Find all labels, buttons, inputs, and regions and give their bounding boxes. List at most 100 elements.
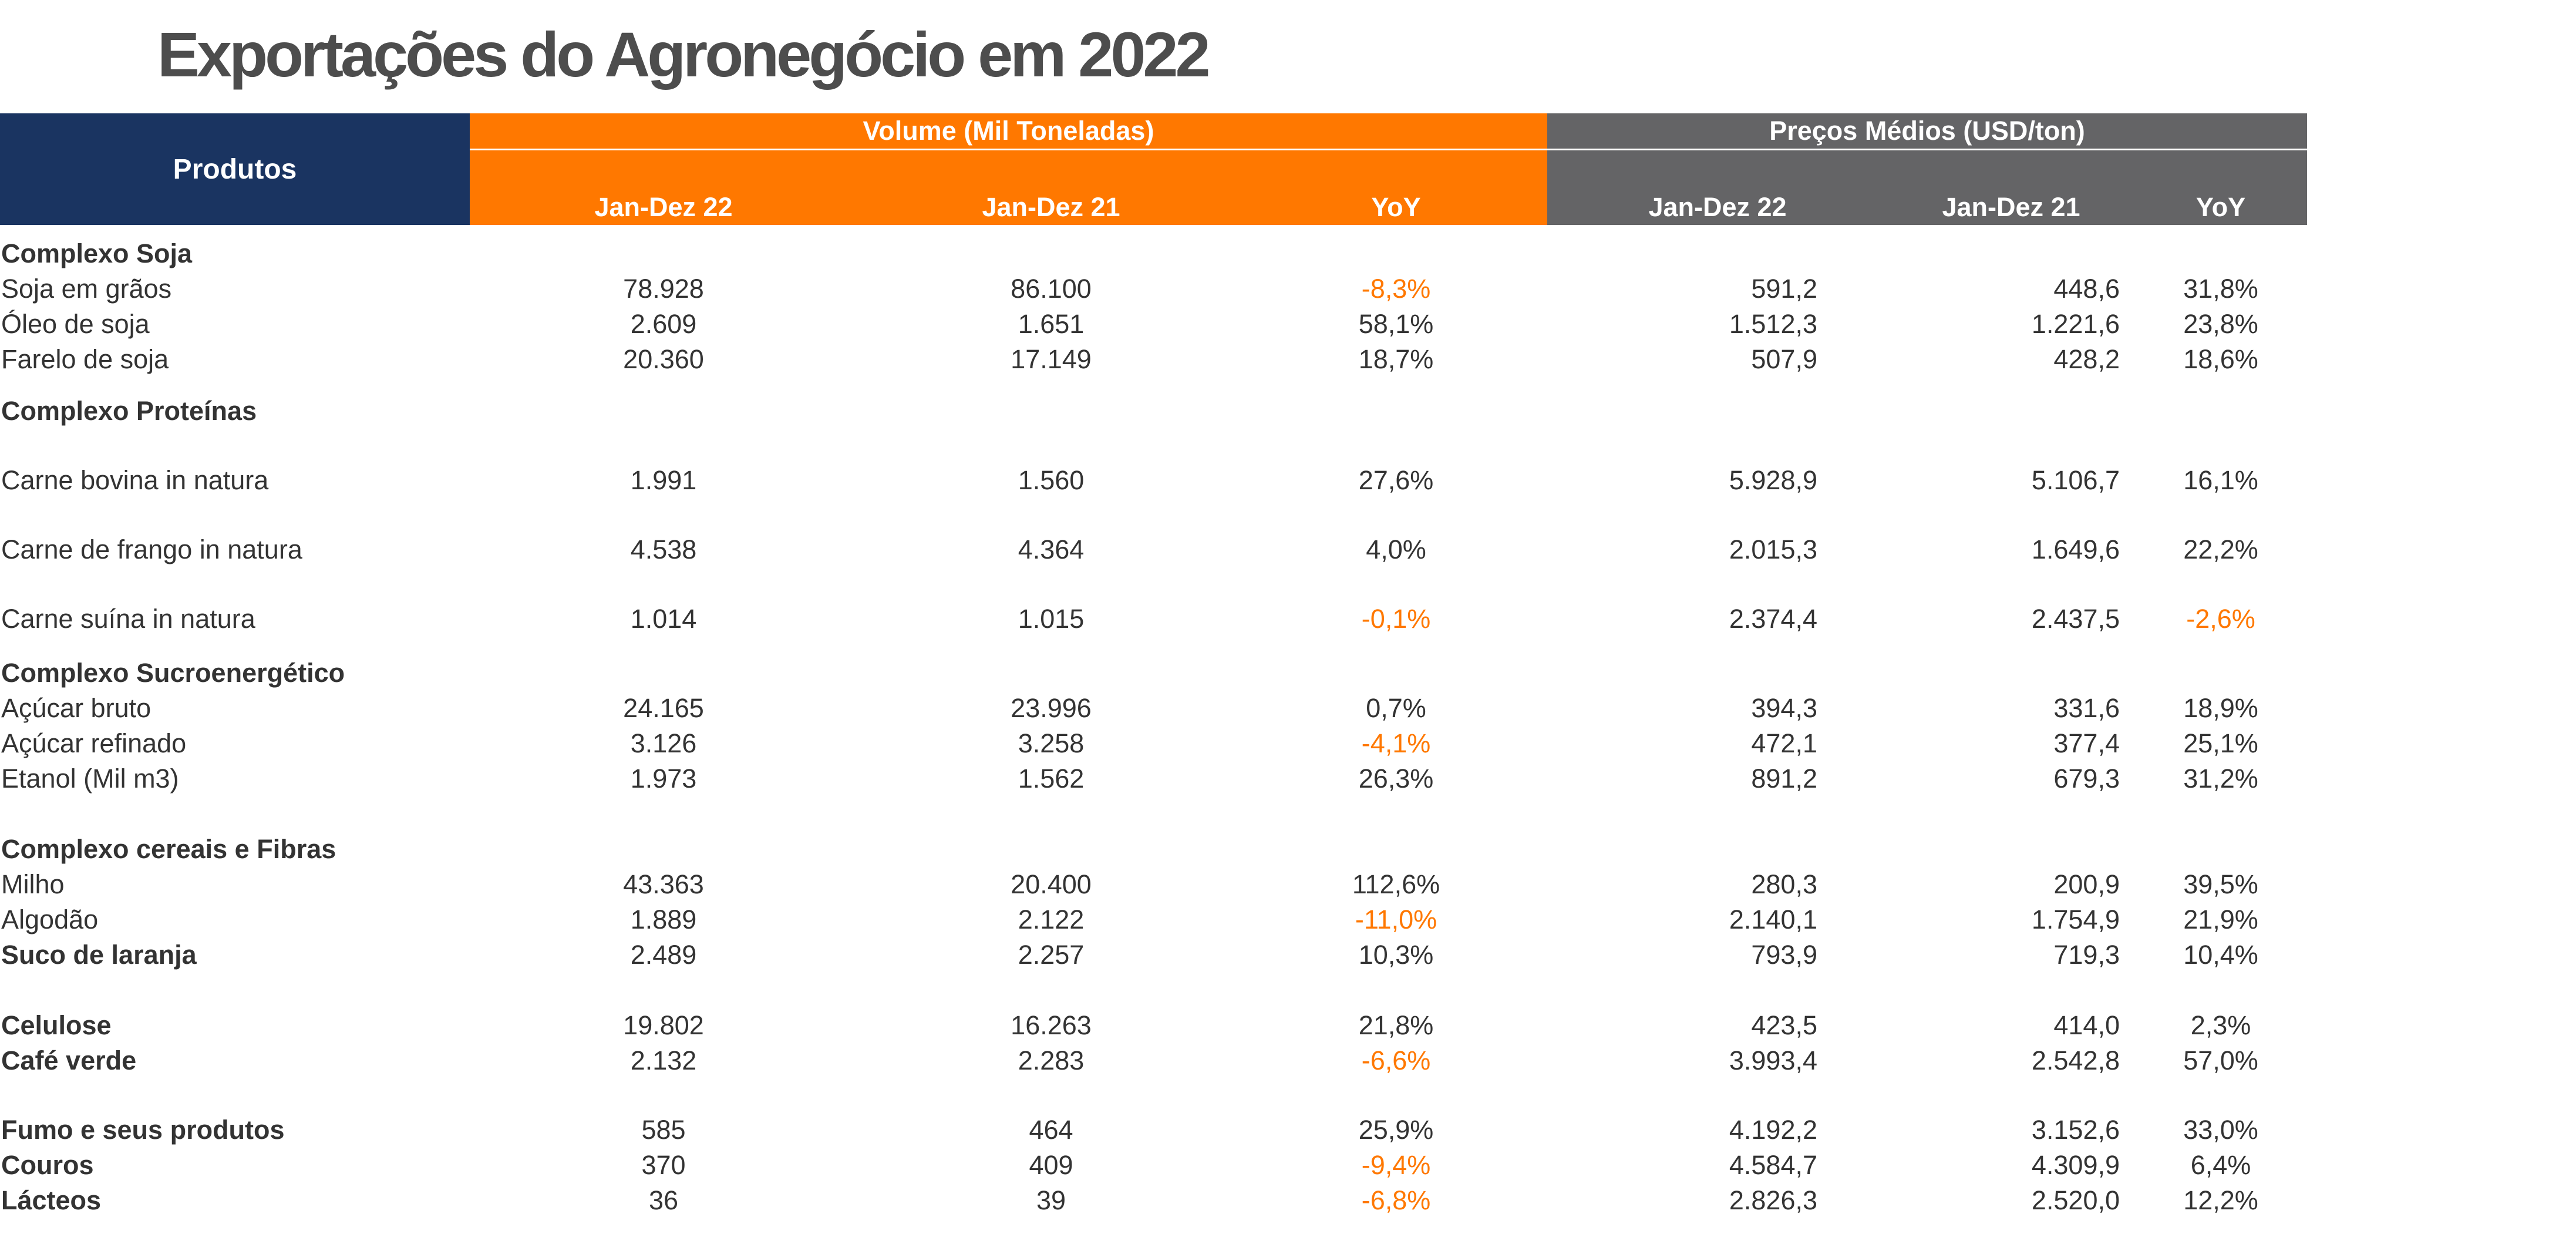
volume-2022-cell [470, 375, 857, 426]
product-name: Açúcar refinado [1, 728, 187, 758]
volume-yoy-cell [1245, 225, 1547, 269]
volume-2022-cell: 1.889 [630, 905, 697, 934]
volume-yoy-cell: 27,6% [1358, 465, 1434, 495]
product-name: Óleo de soja [1, 309, 150, 339]
volume-2022-cell: 1.991 [630, 465, 697, 495]
price-yoy-cell: 25,1% [2183, 728, 2258, 758]
price-2022-cell: 394,3 [1751, 693, 1817, 723]
price-yoy-cell: -2,6% [2186, 604, 2255, 634]
price-2022-cell: 4.192,2 [1729, 1115, 1817, 1145]
volume-2021-cell: 1.560 [1018, 465, 1085, 495]
table-row: Couros 370 409 -9,4% 4.584,7 4.309,9 6,4% [0, 1145, 2307, 1181]
volume-2021-cell: 409 [1029, 1150, 1073, 1180]
volume-2022-cell: 1.014 [630, 604, 697, 634]
table-row: Açúcar refinado 3.126 3.258 -4,1% 472,1 377,4… [0, 724, 2307, 759]
header-price-group: Preços Médios (USD/ton) [1547, 113, 2307, 150]
volume-2022-cell: 585 [641, 1115, 686, 1145]
price-2022-cell [1547, 794, 1888, 865]
price-2021-cell: 3.152,6 [2031, 1115, 2120, 1145]
product-name: Algodão [1, 905, 99, 934]
price-2021-cell: 2.542,8 [2031, 1045, 2120, 1075]
table-body: Complexo Soja Soja em grãos 78.928 86.100 -8… [0, 225, 2307, 1216]
price-2021-cell [1888, 375, 2134, 426]
volume-2022-cell: 2.609 [630, 309, 697, 339]
volume-2022-cell: 1.973 [630, 764, 697, 794]
volume-2021-cell: 2.257 [1018, 940, 1085, 970]
volume-2022-cell: 3.126 [630, 728, 697, 758]
table-row: Etanol (Mil m3) 1.973 1.562 26,3% 891,2 679,3… [0, 759, 2307, 794]
volume-2022-cell: 24.165 [623, 693, 704, 723]
price-yoy-cell: 21,9% [2183, 905, 2258, 934]
price-2022-cell: 591,2 [1751, 274, 1817, 304]
volume-2022-cell: 2.489 [630, 940, 697, 970]
price-yoy-cell: 12,2% [2183, 1185, 2258, 1215]
volume-yoy-cell: 26,3% [1358, 764, 1434, 794]
price-yoy-cell: 18,9% [2183, 693, 2258, 723]
price-yoy-cell: 39,5% [2183, 869, 2258, 899]
product-name: Fumo e seus produtos [1, 1115, 285, 1145]
product-name: Lácteos [1, 1185, 102, 1215]
product-name: Couros [1, 1150, 94, 1180]
volume-yoy-cell: -4,1% [1361, 728, 1431, 758]
product-name: Soja em grãos [1, 274, 172, 304]
price-2022-cell: 507,9 [1751, 344, 1817, 374]
category-label: Complexo cereais e Fibras [1, 834, 336, 864]
price-2021-cell [1888, 634, 2134, 688]
category-row: Complexo Proteínas [0, 375, 2307, 426]
volume-2022-cell: 36 [648, 1185, 679, 1215]
volume-2022-cell: 78.928 [623, 274, 704, 304]
price-yoy-cell: 22,2% [2183, 534, 2258, 564]
price-2021-cell: 331,6 [2053, 693, 2120, 723]
product-name: Milho [1, 869, 65, 899]
category-row: Complexo cereais e Fibras [0, 794, 2307, 865]
volume-2021-cell: 16.263 [1011, 1010, 1092, 1040]
table-row: Farelo de soja 20.360 17.149 18,7% 507,9 428,… [0, 339, 2307, 375]
volume-2022-cell: 370 [641, 1150, 686, 1180]
price-yoy-cell: 31,8% [2183, 274, 2258, 304]
volume-yoy-cell: -8,3% [1361, 274, 1431, 304]
table-row: Suco de laranja 2.489 2.257 10,3% 793,9 719,3… [0, 935, 2307, 970]
price-2022-cell: 2.374,4 [1729, 604, 1817, 634]
header-price-yoy: YoY [2134, 149, 2307, 225]
header-volume-jan-dez-22: Jan-Dez 22 [470, 149, 857, 225]
price-yoy-cell: 57,0% [2183, 1045, 2258, 1075]
volume-2021-cell: 4.364 [1018, 534, 1085, 564]
category-row: Complexo Sucroenergético [0, 634, 2307, 688]
category-label: Complexo Soja [1, 238, 193, 268]
volume-2021-cell: 464 [1029, 1115, 1073, 1145]
header-volume-jan-dez-21: Jan-Dez 21 [857, 149, 1245, 225]
header-products: Produtos [0, 113, 470, 225]
table-row: Milho 43.363 20.400 112,6% 280,3 200,9 39,5% [0, 865, 2307, 900]
price-yoy-cell: 16,1% [2183, 465, 2258, 495]
table-row: Celulose 19.802 16.263 21,8% 423,5 414,0 2,3% [0, 970, 2307, 1041]
price-yoy-cell: 31,2% [2183, 764, 2258, 794]
product-name: Celulose [1, 1010, 112, 1040]
product-name: Café verde [1, 1045, 137, 1075]
volume-2021-cell: 1.015 [1018, 604, 1085, 634]
volume-2021-cell: 3.258 [1018, 728, 1085, 758]
product-name: Açúcar bruto [1, 693, 151, 723]
volume-2022-cell: 19.802 [623, 1010, 704, 1040]
product-name: Suco de laranja [1, 940, 197, 970]
category-label: Complexo Sucroenergético [1, 658, 345, 688]
volume-yoy-cell: 58,1% [1358, 309, 1434, 339]
volume-2022-cell: 2.132 [630, 1045, 697, 1075]
category-row: Complexo Soja [0, 225, 2307, 269]
price-2022-cell: 280,3 [1751, 869, 1817, 899]
table-row: Fumo e seus produtos 585 464 25,9% 4.192,2 3.… [0, 1076, 2307, 1145]
product-name: Carne suína in natura [1, 604, 255, 634]
volume-2021-cell: 17.149 [1011, 344, 1092, 374]
volume-yoy-cell: -6,6% [1361, 1045, 1431, 1075]
volume-2021-cell: 23.996 [1011, 693, 1092, 723]
price-2021-cell: 428,2 [2053, 344, 2120, 374]
product-name: Carne bovina in natura [1, 465, 269, 495]
price-2022-cell: 891,2 [1751, 764, 1817, 794]
price-2021-cell: 414,0 [2053, 1010, 2120, 1040]
price-yoy-cell [2134, 375, 2307, 426]
price-yoy-cell: 6,4% [2190, 1150, 2251, 1180]
volume-2022-cell: 4.538 [630, 534, 697, 564]
volume-2022-cell [470, 225, 857, 269]
price-2022-cell [1547, 375, 1888, 426]
volume-2021-cell: 39 [1036, 1185, 1066, 1215]
price-2022-cell: 2.826,3 [1729, 1185, 1817, 1215]
